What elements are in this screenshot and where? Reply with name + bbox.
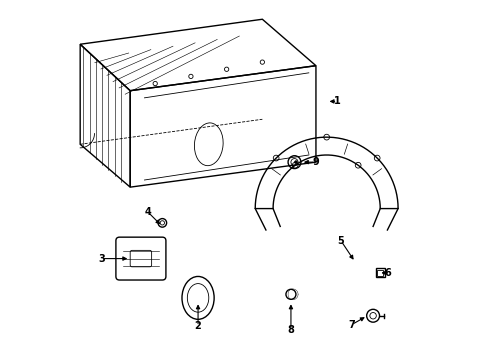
Text: 2: 2 — [194, 321, 201, 332]
Text: 1: 1 — [333, 96, 340, 107]
Text: 6: 6 — [383, 268, 390, 278]
Text: 8: 8 — [287, 325, 294, 335]
Text: 4: 4 — [144, 207, 151, 217]
Text: 7: 7 — [347, 320, 354, 330]
Text: 5: 5 — [337, 236, 344, 246]
Text: 3: 3 — [98, 253, 105, 264]
Text: 9: 9 — [312, 157, 319, 167]
Circle shape — [294, 161, 297, 163]
Bar — [375, 269, 384, 277]
Bar — [376, 270, 383, 276]
